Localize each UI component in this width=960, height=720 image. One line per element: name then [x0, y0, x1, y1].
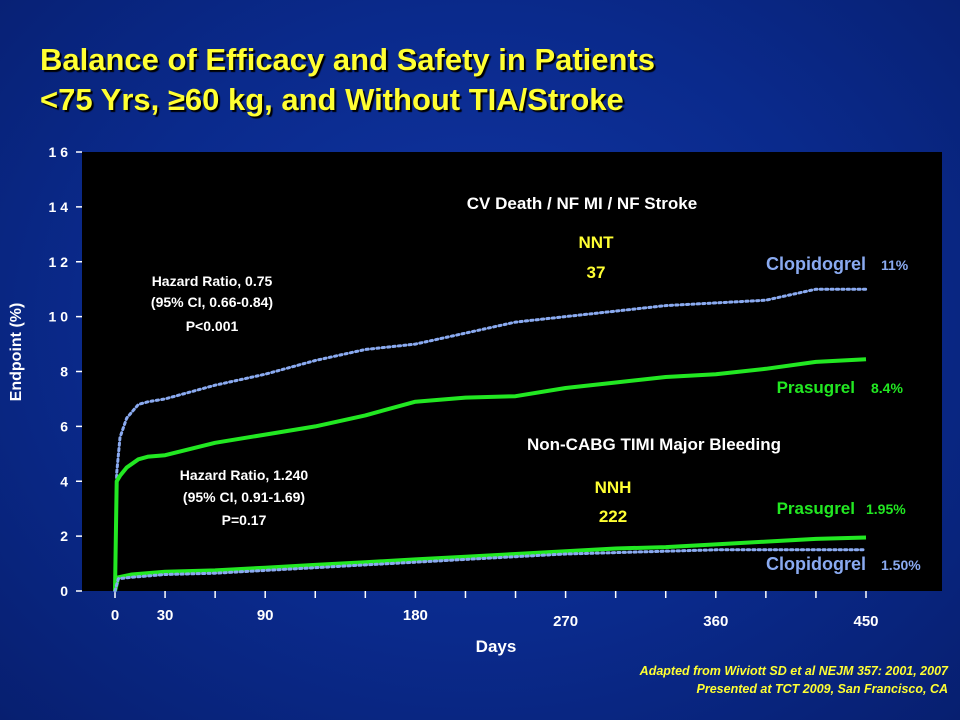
x-tick-label: 270	[553, 613, 578, 630]
y-axis-label: Endpoint (%)	[8, 303, 25, 402]
y-tick-label: 4	[60, 473, 68, 489]
x-tick-label: 0	[111, 607, 119, 624]
efficacy-prasugrel-pct: 8.4%	[871, 380, 903, 396]
bleeding-prasugrel-label: Prasugrel	[777, 499, 855, 518]
bleeding-prasugrel-pct: 1.95%	[866, 501, 906, 517]
nnt-label: NNT	[579, 233, 615, 252]
efficacy-title: CV Death / NF MI / NF Stroke	[467, 194, 697, 213]
efficacy-clopidogrel-line	[113, 287, 868, 593]
x-axis-label: Days	[476, 637, 517, 656]
y-tick-label: 2	[60, 528, 68, 544]
x-tick-label: 360	[703, 613, 728, 630]
efficacy-clopidogrel-label: Clopidogrel	[766, 254, 866, 274]
footnote-line-2: Presented at TCT 2009, San Francisco, CA	[696, 682, 948, 696]
x-tick-label: 450	[853, 613, 878, 630]
plot-area	[82, 152, 942, 591]
y-tick-label: 0	[60, 583, 68, 599]
axis-layer: 0 2 4 6 8 1 0 1 2 1 4 1 6 0 30 90 180 270 360 450	[49, 144, 879, 630]
nnt-value: 37	[587, 263, 606, 282]
slide-title: Balance of Efficacy and Safety in Patien…	[40, 40, 655, 120]
efficacy-prasugrel-label: Prasugrel	[777, 378, 855, 397]
bleeding-annotations: Non-CABG TIMI Major Bleeding NNH 222 Haz…	[180, 435, 921, 574]
title-line-1: Balance of Efficacy and Safety in Patien…	[40, 42, 656, 77]
efficacy-hr-line-2: (95% CI, 0.66-0.84)	[151, 294, 273, 310]
bleeding-clopidogrel-pct: 1.50%	[881, 557, 921, 573]
y-tick-label: 1 4	[49, 199, 69, 215]
bleeding-clopidogrel-line	[113, 548, 868, 593]
efficacy-prasugrel-line	[113, 357, 867, 592]
title-line-2: <75 Yrs, ≥60 kg, and Without TIA/Stroke	[40, 82, 624, 117]
series-layer	[113, 287, 868, 593]
footnote-line-1: Adapted from Wiviott SD et al NEJM 357: …	[639, 664, 948, 678]
x-tick-label: 90	[257, 607, 274, 624]
efficacy-annotations: CV Death / NF MI / NF Stroke NNT 37 Haza…	[151, 194, 909, 397]
y-tick-label: 8	[60, 364, 68, 380]
x-tick-label: 180	[403, 607, 428, 624]
x-tick-label: 30	[157, 607, 174, 624]
bleeding-hr-line-2: (95% CI, 0.91-1.69)	[183, 489, 305, 505]
bleeding-prasugrel-line	[113, 535, 867, 592]
efficacy-hr-line-1: Hazard Ratio, 0.75	[152, 273, 273, 289]
y-tick-label: 1 6	[49, 144, 69, 160]
bleeding-title: Non-CABG TIMI Major Bleeding	[527, 435, 781, 454]
nnh-value: 222	[599, 507, 627, 526]
efficacy-hr-line-3: P<0.001	[186, 318, 239, 334]
efficacy-clopidogrel-pct: 11%	[881, 257, 909, 273]
bleeding-hr-line-3: P=0.17	[222, 512, 267, 528]
y-tick-label: 1 2	[49, 254, 69, 270]
source-footnote: Adapted from Wiviott SD et al NEJM 357: …	[640, 662, 948, 698]
bleeding-hr-line-1: Hazard Ratio, 1.240	[180, 467, 309, 483]
bleeding-clopidogrel-label: Clopidogrel	[766, 554, 866, 574]
nnh-label: NNH	[595, 478, 632, 497]
y-tick-label: 6	[60, 418, 68, 434]
y-tick-label: 1 0	[49, 309, 69, 325]
